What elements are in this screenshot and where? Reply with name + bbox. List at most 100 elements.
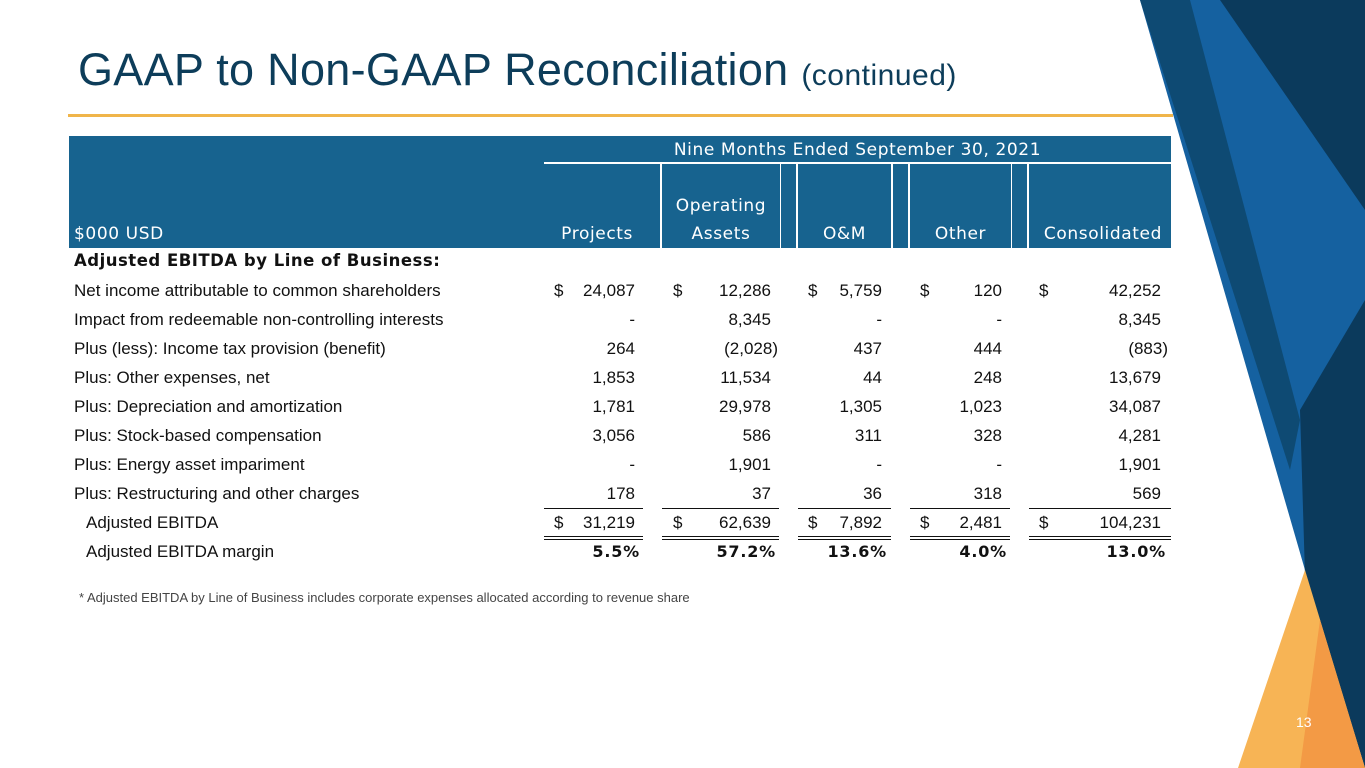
- header-cell-om: [798, 164, 891, 248]
- table-row: Plus (less): Income tax provision (benef…: [69, 335, 1171, 364]
- value-cell-consolidated: 569: [1039, 484, 1161, 506]
- cell-value: -: [996, 455, 1002, 474]
- cell-value: -: [629, 455, 635, 474]
- value-cell-projects: 5.5%: [554, 542, 639, 564]
- title-main: GAAP to Non-GAAP Reconciliation: [78, 44, 789, 95]
- footnote: * Adjusted EBITDA by Line of Business in…: [79, 590, 690, 605]
- cell-value: 62,639: [719, 513, 771, 532]
- table-row: Plus: Energy asset impariment - 1,901 - - 1,9…: [69, 451, 1171, 480]
- value-cell-projects: 1,853: [554, 368, 635, 390]
- single-underline: [544, 508, 643, 509]
- currency-symbol: $: [673, 281, 683, 300]
- value-cell-operating-assets: $12,286: [673, 281, 771, 303]
- single-underline: [662, 508, 779, 509]
- value-cell-projects: $24,087: [554, 281, 635, 303]
- double-underline: [662, 536, 779, 540]
- cell-value: 13.6%: [827, 542, 887, 561]
- section-label: Adjusted EBITDA by Line of Business:: [74, 251, 441, 270]
- value-cell-other: -: [920, 310, 1002, 332]
- cell-value: 4.0%: [959, 542, 1007, 561]
- value-cell-operating-assets: $62,639: [673, 513, 771, 535]
- title-suffix: (continued): [801, 59, 957, 92]
- table-row: Plus: Stock-based compensation 3,056 586 31…: [69, 422, 1171, 451]
- cell-value: 34,087: [1109, 397, 1161, 416]
- cell-value: 569: [1132, 484, 1161, 503]
- cell-value: 1,781: [592, 397, 635, 416]
- row-label: Adjusted EBITDA margin: [86, 542, 275, 561]
- row-label: Net income attributable to common shareh…: [74, 281, 441, 300]
- double-underline: [544, 536, 643, 540]
- row-label: Adjusted EBITDA: [86, 513, 219, 532]
- table-row: Plus: Depreciation and amortization 1,781…: [69, 393, 1171, 422]
- value-cell-om: -: [808, 455, 882, 477]
- cell-value: 444: [973, 339, 1002, 358]
- single-underline: [910, 508, 1010, 509]
- title-underline: [68, 114, 1173, 117]
- value-cell-om: 1,305: [808, 397, 882, 419]
- double-underline: [1029, 536, 1171, 540]
- cell-value: 8,345: [1118, 310, 1161, 329]
- cell-value: -: [876, 455, 882, 474]
- cell-value: 1,853: [592, 368, 635, 387]
- cell-value: 57.2%: [716, 542, 776, 561]
- cell-value: (2,028): [724, 339, 778, 358]
- row-label: Plus: Other expenses, net: [74, 368, 270, 387]
- value-cell-consolidated: 8,345: [1039, 310, 1161, 332]
- double-underline: [798, 536, 891, 540]
- table-row: Plus: Restructuring and other charges 178…: [69, 480, 1171, 509]
- cell-value: 5,759: [839, 281, 882, 300]
- cell-value: 318: [973, 484, 1002, 503]
- cell-value: 11,534: [720, 368, 771, 387]
- value-cell-operating-assets: 29,978: [673, 397, 771, 419]
- cell-value: 311: [854, 426, 882, 445]
- column-header-line1: Operating: [675, 196, 767, 216]
- value-cell-other: 1,023: [920, 397, 1002, 419]
- value-cell-operating-assets: 11,534: [673, 368, 771, 390]
- cell-value: 437: [853, 339, 882, 358]
- table-row: Impact from redeemable non-controlling i…: [69, 306, 1171, 335]
- period-header: Nine Months Ended September 30, 2021: [673, 140, 1042, 160]
- value-cell-consolidated: (883): [1039, 339, 1168, 361]
- cell-value: 1,023: [959, 397, 1002, 416]
- section-row: Adjusted EBITDA by Line of Business:: [69, 248, 1171, 277]
- value-cell-consolidated: 13.0%: [1039, 542, 1165, 564]
- value-cell-consolidated: 4,281: [1039, 426, 1161, 448]
- margin-row: Adjusted EBITDA margin 5.5% 57.2% 13.6% 4.0%…: [69, 538, 1171, 567]
- value-cell-consolidated: 34,087: [1039, 397, 1161, 419]
- currency-symbol: $: [554, 513, 564, 532]
- cell-value: 3,056: [592, 426, 635, 445]
- currency-symbol: $: [1039, 281, 1049, 300]
- value-cell-operating-assets: 57.2%: [673, 542, 775, 564]
- value-cell-other: 248: [920, 368, 1002, 390]
- value-cell-consolidated: 1,901: [1039, 455, 1161, 477]
- row-label: Impact from redeemable non-controlling i…: [74, 310, 444, 329]
- currency-symbol: $: [673, 513, 683, 532]
- table-row: Net income attributable to common shareh…: [69, 277, 1171, 306]
- table-header: Nine Months Ended September 30, 2021 $00…: [69, 136, 1171, 248]
- cell-value: -: [629, 310, 635, 329]
- value-cell-projects: 1,781: [554, 397, 635, 419]
- header-cell-operating-assets: [662, 164, 780, 248]
- cell-value: 42,252: [1109, 281, 1161, 300]
- column-header-consolidated: Consolidated: [1043, 224, 1162, 244]
- cell-value: -: [876, 310, 882, 329]
- cell-value: 1,901: [728, 455, 771, 474]
- cell-value: 36: [863, 484, 882, 503]
- value-cell-consolidated: 13,679: [1039, 368, 1161, 390]
- column-header-other: Other: [934, 224, 987, 244]
- header-cell-label: [69, 136, 544, 248]
- cell-value: 120: [973, 281, 1002, 300]
- cell-value: 2,481: [959, 513, 1002, 532]
- value-cell-projects: 264: [554, 339, 635, 361]
- cell-value: 44: [863, 368, 882, 387]
- cell-value: 31,219: [583, 513, 635, 532]
- currency-symbol: $: [554, 281, 564, 300]
- value-cell-operating-assets: 37: [673, 484, 771, 506]
- value-cell-operating-assets: 586: [673, 426, 771, 448]
- value-cell-om: 13.6%: [808, 542, 886, 564]
- cell-value: 1,901: [1118, 455, 1161, 474]
- cell-value: 4,281: [1118, 426, 1161, 445]
- cell-value: 248: [973, 368, 1002, 387]
- cell-value: 13,679: [1109, 368, 1161, 387]
